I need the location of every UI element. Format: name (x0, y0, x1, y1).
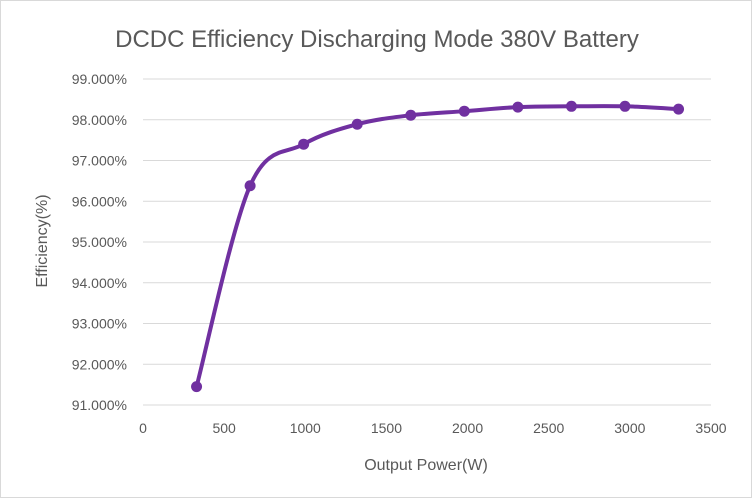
gridlines (143, 78, 711, 406)
data-point (458, 105, 470, 117)
x-axis-ticks: 0 500 1000 1500 2000 2500 3000 3500 (139, 420, 727, 436)
data-point (565, 100, 577, 112)
x-tick-label: 3500 (695, 420, 726, 436)
x-tick-label: 2500 (533, 420, 564, 436)
series-line (194, 104, 681, 389)
y-axis-ticks: 91.000% 92.000% 93.000% 94.000% 95.000% 96.00… (72, 71, 127, 413)
y-tick-label: 98.000% (72, 112, 127, 128)
x-tick-label: 1000 (290, 420, 321, 436)
data-point (512, 101, 524, 113)
y-tick-label: 95.000% (72, 234, 127, 250)
series (191, 100, 685, 393)
y-tick-label: 99.000% (72, 71, 127, 87)
x-axis-label: Output Power(W) (364, 457, 488, 474)
y-tick-label: 92.000% (72, 356, 127, 372)
chart-title: DCDC Efficiency Discharging Mode 380V Ba… (115, 26, 639, 53)
data-point (673, 103, 685, 115)
y-tick-label: 91.000% (72, 397, 127, 413)
x-tick-label: 0 (139, 420, 147, 436)
y-tick-label: 94.000% (72, 275, 127, 291)
x-tick-label: 500 (212, 420, 236, 436)
y-axis-label: Efficiency(%) (34, 194, 51, 287)
y-tick-label: 97.000% (72, 153, 127, 169)
data-point (244, 180, 256, 192)
data-point (351, 118, 363, 130)
data-point (191, 381, 203, 393)
x-tick-label: 1500 (371, 420, 402, 436)
x-tick-label: 3000 (614, 420, 645, 436)
y-tick-label: 93.000% (72, 316, 127, 332)
data-point (405, 109, 417, 121)
data-point (298, 138, 310, 150)
y-tick-label: 96.000% (72, 193, 127, 209)
data-point (619, 100, 631, 112)
x-tick-label: 2000 (452, 420, 483, 436)
